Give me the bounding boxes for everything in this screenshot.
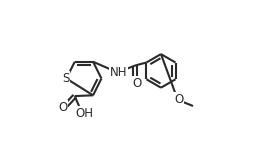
Text: NH: NH bbox=[109, 66, 127, 79]
Text: O: O bbox=[133, 77, 142, 90]
Text: O: O bbox=[58, 101, 67, 114]
Text: OH: OH bbox=[76, 107, 94, 120]
Text: O: O bbox=[174, 93, 183, 106]
Text: S: S bbox=[62, 72, 69, 85]
